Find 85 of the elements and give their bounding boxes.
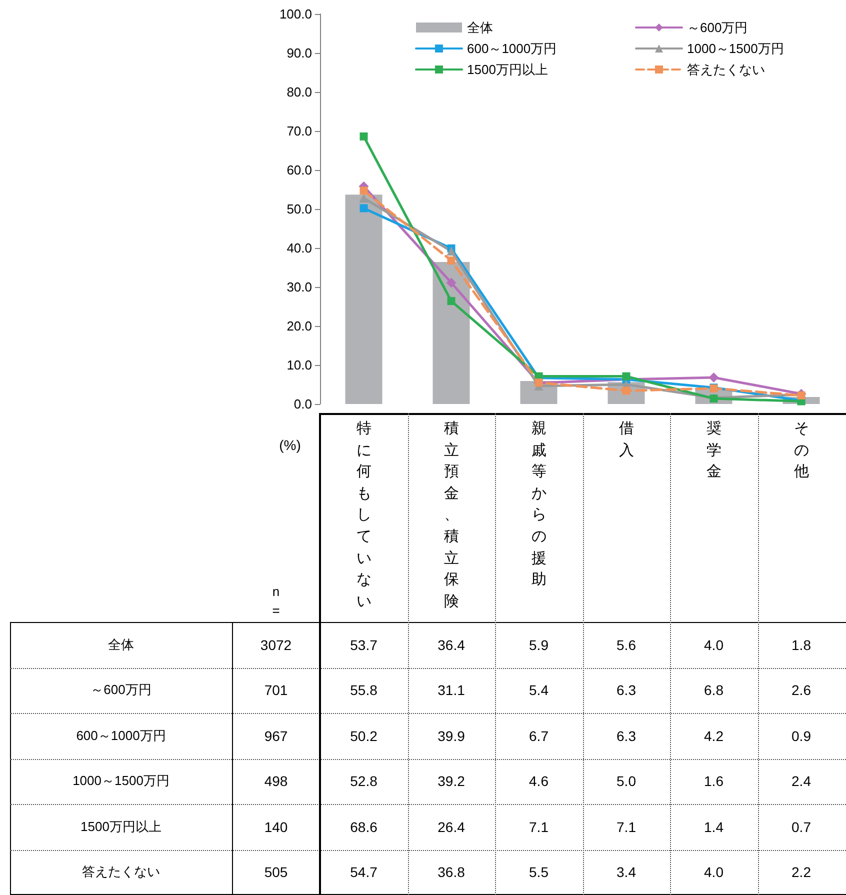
text: 全体 bbox=[108, 636, 134, 652]
point bbox=[360, 186, 368, 195]
data-label: 3.4 bbox=[616, 864, 636, 880]
data-label: 6.3 bbox=[616, 728, 636, 744]
data-label: 1.6 bbox=[704, 773, 724, 790]
text: 1000～1500万円 bbox=[72, 773, 170, 788]
data-label: 6.7 bbox=[529, 728, 548, 744]
y-tick-label: 10.0 bbox=[286, 358, 312, 372]
text: 600～1000万円 bbox=[76, 728, 166, 743]
data-label: 26.4 bbox=[438, 818, 465, 835]
data-label: 5.9 bbox=[529, 636, 548, 653]
data-label: 68.6 bbox=[350, 818, 378, 835]
x-tick-label: 奨学金 bbox=[706, 419, 722, 482]
y-tick-label: 20.0 bbox=[286, 318, 312, 334]
data-label: 7.1 bbox=[616, 818, 636, 835]
y-tick-label: 90.0 bbox=[286, 46, 312, 60]
y-tick-label: 80.0 bbox=[286, 84, 312, 100]
text: 967 bbox=[264, 728, 288, 744]
data-label: 54.7 bbox=[350, 864, 378, 880]
data-label: 39.9 bbox=[438, 728, 465, 744]
y-axis-title: (%) bbox=[279, 437, 301, 453]
point bbox=[360, 204, 368, 212]
data-label: 0.9 bbox=[792, 728, 811, 744]
point bbox=[447, 256, 456, 264]
legend-label: 1000～1500万円 bbox=[687, 41, 784, 56]
data-label: 4.0 bbox=[704, 864, 724, 880]
y-tick-label: 70.0 bbox=[286, 124, 312, 138]
legend-label: ～600万円 bbox=[687, 20, 748, 35]
data-label: 2.4 bbox=[792, 773, 811, 790]
text: 1500万円以上 bbox=[80, 818, 162, 834]
point bbox=[360, 132, 368, 140]
data-label: 2.6 bbox=[792, 682, 811, 698]
text: 505 bbox=[264, 864, 288, 880]
legend-label: 答えたくない bbox=[687, 62, 765, 77]
text: 701 bbox=[264, 682, 288, 698]
text: 140 bbox=[264, 818, 288, 835]
data-label: 1.4 bbox=[704, 818, 724, 835]
legend-label: 全体 bbox=[467, 20, 493, 35]
x-tick-label: その他 bbox=[794, 419, 809, 482]
data-label: 2.2 bbox=[792, 864, 811, 880]
y-tick-label: 0.0 bbox=[294, 396, 312, 412]
data-label: 50.2 bbox=[350, 728, 378, 744]
data-label: 1.8 bbox=[792, 636, 811, 653]
data-label: 4.2 bbox=[704, 728, 724, 744]
point bbox=[708, 372, 719, 382]
point bbox=[622, 372, 630, 380]
category-label: 特に何もしていない bbox=[356, 420, 372, 610]
point bbox=[447, 297, 456, 306]
y-tick-label: 100.0 bbox=[279, 6, 312, 22]
text: 498 bbox=[264, 773, 288, 790]
legend-label: 1500万円以上 bbox=[467, 62, 548, 77]
data-label: 5.6 bbox=[616, 636, 636, 653]
data-label: 31.1 bbox=[438, 682, 465, 698]
y-tick-label: 30.0 bbox=[286, 280, 312, 294]
data-label: 0.7 bbox=[792, 818, 811, 835]
data-label: 52.8 bbox=[350, 773, 378, 790]
data-label: 36.4 bbox=[438, 636, 465, 653]
data-label: 4.6 bbox=[529, 773, 548, 790]
data-label: 5.4 bbox=[529, 682, 548, 698]
data-label: 5.5 bbox=[529, 864, 548, 880]
bar bbox=[345, 194, 382, 404]
data-label: 6.8 bbox=[704, 682, 724, 698]
data-label: 39.2 bbox=[438, 773, 465, 790]
text: 答えたくない bbox=[82, 864, 160, 880]
text: 3072 bbox=[260, 636, 292, 653]
legend-label: 600～1000万円 bbox=[467, 41, 557, 56]
category-label: 積立預金、積立保険 bbox=[444, 420, 459, 610]
text: n = bbox=[271, 583, 281, 620]
point bbox=[359, 194, 368, 203]
data-label: 6.3 bbox=[616, 682, 636, 698]
data-label: 7.1 bbox=[529, 818, 548, 835]
x-tick-label: 借入 bbox=[618, 419, 634, 461]
point bbox=[446, 246, 456, 256]
point bbox=[446, 278, 456, 288]
y-tick-label: 60.0 bbox=[286, 162, 312, 178]
point bbox=[622, 386, 630, 395]
x-tick-label: 親戚等からの援助 bbox=[531, 419, 546, 590]
data-label: 55.8 bbox=[350, 682, 378, 698]
data-label: 53.7 bbox=[350, 636, 378, 653]
text: ～600万円 bbox=[90, 682, 152, 698]
y-tick-label: 40.0 bbox=[286, 240, 312, 256]
y-tick-label: 50.0 bbox=[286, 202, 312, 216]
data-label: 36.8 bbox=[438, 864, 465, 880]
data-label: 4.0 bbox=[704, 636, 724, 653]
data-label: 5.0 bbox=[616, 773, 636, 790]
